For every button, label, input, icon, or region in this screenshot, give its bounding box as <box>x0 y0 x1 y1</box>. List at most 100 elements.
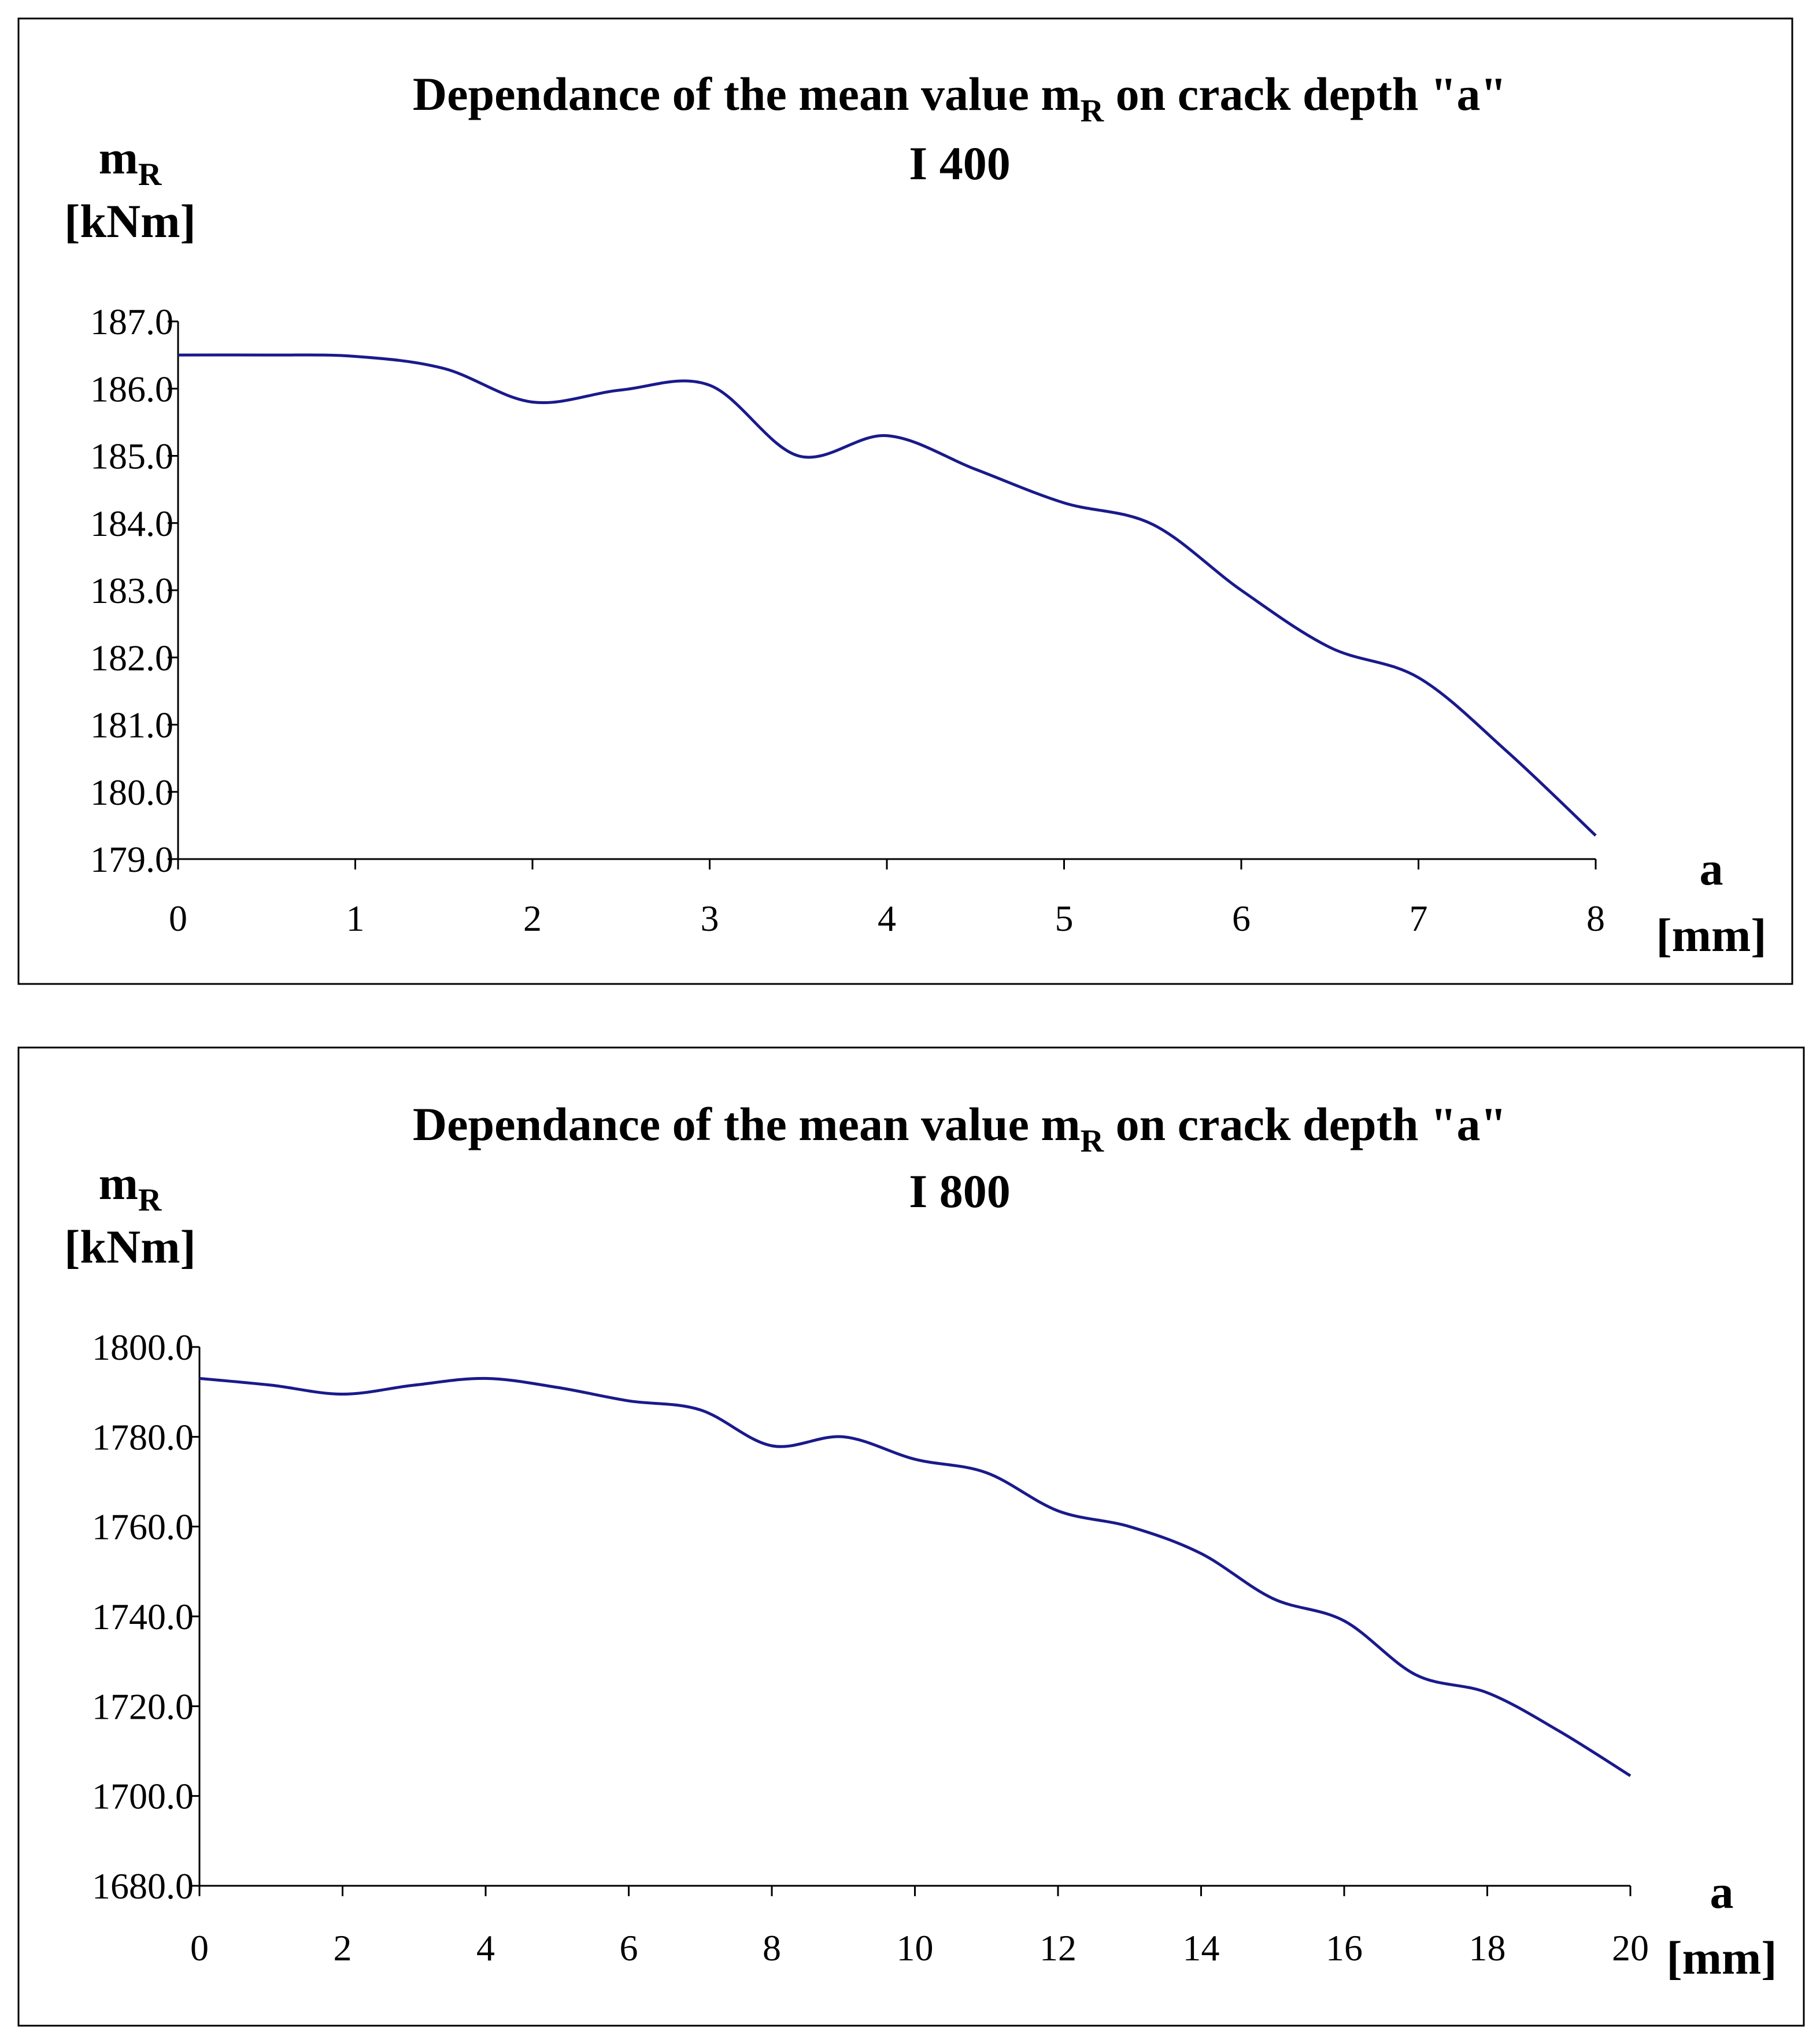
y-tick-label: 179.0 <box>90 839 173 880</box>
x-tick-label: 7 <box>1410 898 1428 939</box>
y-tick-label: 182.0 <box>90 637 173 678</box>
y-tick-label: 184.0 <box>90 503 173 544</box>
data-point <box>1271 1597 1274 1600</box>
chart-title: Dependance of the mean value mR on crack… <box>413 68 1507 129</box>
y-tick-label: 181.0 <box>90 705 173 746</box>
data-point <box>1418 676 1420 679</box>
y-axis-label-subscript: R <box>138 157 162 193</box>
data-point <box>1129 1526 1131 1528</box>
x-tick-label: 6 <box>620 1927 638 1968</box>
y-axis-label: mR <box>99 1157 162 1218</box>
y-tick-label: 1740.0 <box>92 1596 194 1637</box>
x-tick-label: 8 <box>763 1927 781 1968</box>
data-point <box>1595 834 1597 837</box>
data-point <box>177 354 179 356</box>
x-tick-label: 1 <box>346 898 365 939</box>
x-tick-label: 4 <box>878 898 896 939</box>
data-point <box>1329 646 1331 649</box>
data-point <box>914 1458 916 1460</box>
x-axis-unit: [mm] <box>1666 1931 1777 1984</box>
y-tick-label: 187.0 <box>90 301 173 342</box>
data-point <box>1152 523 1154 525</box>
data-point <box>620 389 622 391</box>
y-tick-label: 1760.0 <box>92 1507 194 1548</box>
data-point <box>1063 502 1066 504</box>
data-point <box>842 1435 845 1438</box>
x-tick-label: 10 <box>897 1927 934 1968</box>
data-point <box>270 1384 272 1386</box>
chart-panel-i400: Dependance of the mean value mR on crack… <box>17 17 1793 985</box>
chart-title-main: Dependance of the mean value m <box>413 1098 1081 1150</box>
data-point <box>985 1471 987 1474</box>
x-tick-label: 2 <box>523 898 542 939</box>
data-point <box>1415 1674 1417 1676</box>
data-point <box>265 354 268 356</box>
data-point <box>413 1384 415 1386</box>
x-axis-label: a <box>1700 842 1723 895</box>
x-tick-label: 0 <box>190 1927 209 1968</box>
data-point <box>1558 1730 1560 1732</box>
data-point <box>699 1409 701 1411</box>
y-tick-label: 180.0 <box>90 772 173 813</box>
x-tick-label: 8 <box>1586 898 1605 939</box>
chart-title-suffix: on crack depth "a" <box>1104 1098 1507 1150</box>
y-axis-label-main: m <box>99 1157 138 1209</box>
data-point <box>1200 1552 1203 1555</box>
y-tick-label: 1780.0 <box>92 1416 194 1457</box>
data-point <box>886 435 888 437</box>
data-point <box>1240 589 1242 591</box>
x-axis-label: a <box>1710 1866 1734 1918</box>
chart-i400: Dependance of the mean value mR on crack… <box>17 17 1793 985</box>
data-point <box>628 1400 630 1402</box>
y-axis-unit: [kNm] <box>64 195 196 247</box>
y-tick-label: 1700.0 <box>92 1776 194 1817</box>
chart-title-main: Dependance of the mean value m <box>413 68 1081 120</box>
data-point <box>709 384 711 386</box>
x-axis-unit: [mm] <box>1656 909 1766 961</box>
y-tick-label: 186.0 <box>90 368 173 409</box>
data-point <box>1629 1775 1632 1777</box>
chart-title: Dependance of the mean value mR on crack… <box>413 1098 1507 1159</box>
chart-frame <box>17 17 1793 985</box>
chart-frame <box>17 1046 1805 2027</box>
x-tick-label: 18 <box>1469 1927 1506 1968</box>
data-point <box>1057 1509 1059 1512</box>
data-point <box>531 401 534 404</box>
x-tick-label: 0 <box>169 898 187 939</box>
y-axis-label: mR <box>99 131 162 193</box>
chart-i800: Dependance of the mean value mR on crack… <box>17 1046 1805 2027</box>
y-axis-unit: [kNm] <box>64 1220 196 1273</box>
data-point <box>484 1377 487 1379</box>
data-point <box>556 1386 558 1389</box>
x-tick-label: 16 <box>1326 1927 1363 1968</box>
data-point <box>354 355 357 357</box>
data-point <box>198 1377 201 1379</box>
y-axis-label-subscript: R <box>138 1182 162 1218</box>
series-line <box>177 353 1597 837</box>
data-point <box>1506 750 1508 753</box>
data-point <box>1486 1692 1489 1694</box>
chart-title-subscript: R <box>1081 93 1104 129</box>
chart-panel-i800: Dependance of the mean value mR on crack… <box>0 1014 1820 2028</box>
data-point <box>443 367 445 369</box>
chart-subtitle: I 800 <box>909 1165 1010 1217</box>
y-tick-label: 1680.0 <box>92 1866 194 1907</box>
x-tick-label: 14 <box>1183 1927 1220 1968</box>
x-tick-label: 6 <box>1232 898 1251 939</box>
data-point <box>797 455 800 457</box>
data-point <box>1343 1620 1345 1622</box>
data-point <box>974 468 976 471</box>
data-point <box>771 1445 773 1447</box>
chart-title-suffix: on crack depth "a" <box>1104 68 1507 120</box>
x-tick-label: 20 <box>1612 1927 1649 1968</box>
y-tick-label: 183.0 <box>90 570 173 611</box>
chart-title-subscript: R <box>1081 1123 1104 1159</box>
x-tick-label: 4 <box>476 1927 495 1968</box>
x-tick-label: 2 <box>334 1927 352 1968</box>
y-axis-label-main: m <box>99 131 138 184</box>
data-point <box>342 1393 344 1396</box>
y-tick-label: 1720.0 <box>92 1686 194 1727</box>
y-tick-label: 185.0 <box>90 436 173 477</box>
x-tick-label: 5 <box>1055 898 1074 939</box>
x-tick-label: 3 <box>701 898 719 939</box>
